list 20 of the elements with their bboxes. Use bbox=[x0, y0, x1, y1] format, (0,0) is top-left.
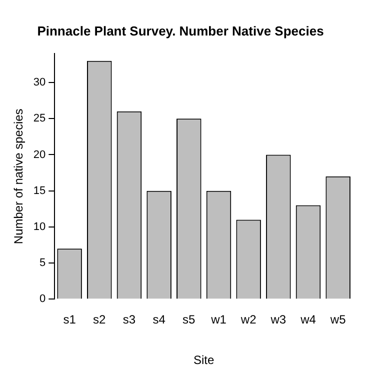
x-tick-label: w4 bbox=[300, 312, 316, 327]
y-tick-label: 0 bbox=[40, 293, 46, 306]
x-tick-label: s2 bbox=[93, 312, 106, 327]
y-tick-label: 25 bbox=[33, 112, 46, 125]
x-tick-label: s3 bbox=[122, 312, 136, 327]
x-tick-label: w5 bbox=[329, 312, 346, 327]
y-tick-label: 5 bbox=[40, 257, 46, 270]
y-tick-label: 30 bbox=[33, 76, 46, 89]
x-tick-label: s4 bbox=[152, 312, 166, 327]
x-tick-label: w1 bbox=[210, 312, 227, 327]
x-tick-label: s5 bbox=[182, 312, 196, 327]
y-tick-label: 20 bbox=[33, 148, 46, 161]
y-axis-title: Number of native species bbox=[12, 108, 26, 244]
y-tick-label: 15 bbox=[33, 184, 46, 197]
y-tick-label: 10 bbox=[33, 220, 46, 233]
x-tick-label: w2 bbox=[240, 312, 257, 327]
x-tick-label: s1 bbox=[63, 312, 76, 327]
chart-title: Pinnacle Plant Survey. Number Native Species bbox=[37, 23, 324, 38]
x-axis-title: Site bbox=[193, 353, 214, 368]
x-tick-label: w3 bbox=[270, 312, 286, 327]
